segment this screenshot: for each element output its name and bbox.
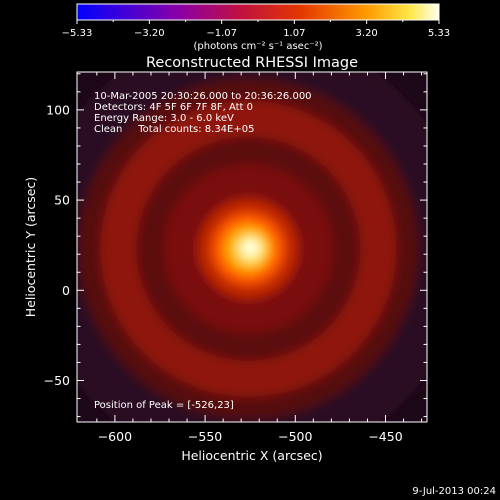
y-tick-label-3: 100 — [46, 102, 70, 117]
heatmap-image — [77, 72, 427, 422]
y-axis-label: Heliocentric Y (arcsec) — [23, 177, 38, 317]
timestamp: 9-Jul-2013 00:24 — [412, 486, 496, 497]
colorbar-tick-label-3: 1.07 — [283, 28, 305, 39]
info-line-2: Detectors: 4F 5F 6F 7F 8F, Att 0 — [94, 102, 253, 113]
x-tick-label-2: −500 — [278, 429, 312, 444]
info-line-1: 10-Mar-2005 20:30:26.000 to 20:36:26.000 — [94, 91, 312, 102]
colorbar-tick-label-0: −5.33 — [62, 28, 93, 39]
x-tick-label-1: −550 — [188, 429, 222, 444]
x-tick-label-3: −450 — [368, 429, 402, 444]
colorbar — [76, 3, 440, 21]
peak-label: Position of Peak = [-526,23] — [94, 400, 234, 411]
colorbar-tick-label-5: 5.33 — [428, 28, 450, 39]
colorbar-tick-label-4: 3.20 — [356, 28, 378, 39]
y-tick-label-1: 0 — [62, 283, 70, 298]
x-axis-label: Heliocentric X (arcsec) — [181, 448, 322, 463]
chart-title: Reconstructed RHESSI Image — [146, 55, 358, 71]
info-line-3: Energy Range: 3.0 - 6.0 keV — [94, 113, 234, 124]
info-line-4: Clean Total counts: 8.34E+05 — [94, 124, 254, 135]
colorbar-label: (photons cm⁻² s⁻¹ asec⁻²) — [193, 41, 322, 52]
y-tick-label-2: 50 — [54, 193, 70, 208]
plot-frame — [76, 71, 428, 423]
colorbar-tick-label-1: −3.20 — [134, 28, 165, 39]
colorbar-tick-label-2: −1.07 — [206, 28, 237, 39]
y-tick-label-0: −50 — [44, 373, 70, 388]
info-block: 10-Mar-2005 20:30:26.000 to 20:36:26.000… — [94, 91, 312, 135]
x-tick-label-0: −600 — [98, 429, 132, 444]
